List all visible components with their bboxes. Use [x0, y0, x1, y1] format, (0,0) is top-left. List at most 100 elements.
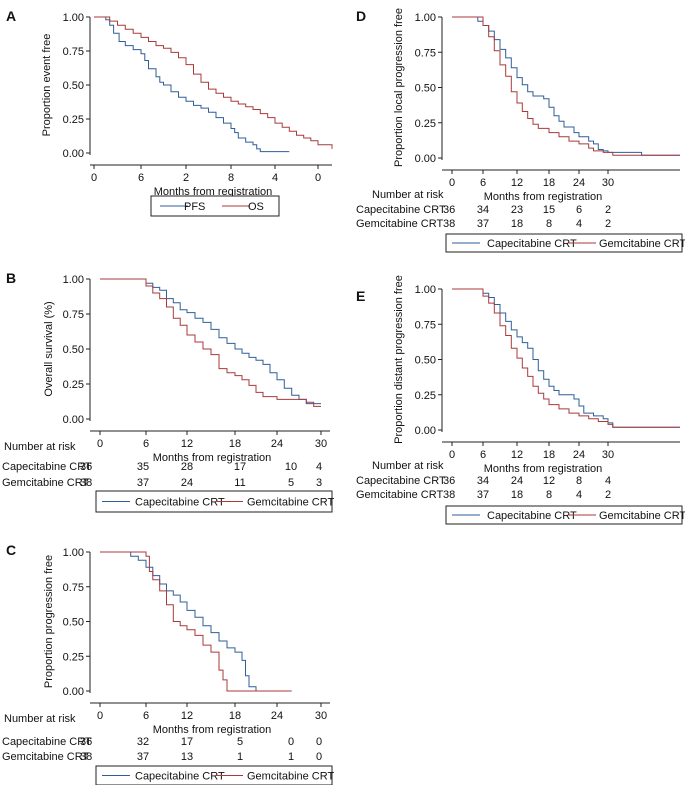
risk-value: 10 — [285, 461, 297, 473]
y-axis-label: Proportion progression free — [43, 555, 55, 688]
x-tick-label: 0 — [315, 172, 321, 184]
risk-row-label: Capecitabine CRT — [2, 736, 92, 748]
legend-label: Gemcitabine CRT — [599, 238, 685, 250]
risk-row-label: Gemcitabine CRT — [2, 751, 89, 763]
x-tick-label: 30 — [315, 438, 327, 450]
risk-value: 4 — [605, 475, 611, 487]
x-tick-label: 24 — [271, 710, 283, 722]
legend-label: OS — [248, 201, 264, 213]
risk-value: 4 — [316, 461, 322, 473]
risk-value: 2 — [605, 218, 611, 230]
series-line-blue — [100, 278, 321, 405]
x-axis-label: Months from registration — [153, 452, 272, 464]
legend-label: Capecitabine CRT — [487, 238, 577, 250]
risk-value: 35 — [137, 461, 149, 473]
risk-value: 0 — [316, 751, 322, 763]
x-tick-label: 18 — [543, 449, 555, 461]
risk-value: 24 — [181, 477, 193, 489]
risk-value: 37 — [477, 489, 489, 501]
y-axis-label: Proportion event free — [41, 34, 53, 137]
risk-value: 3 — [316, 477, 322, 489]
risk-value: 5 — [237, 736, 243, 748]
x-axis-label: Months from registration — [153, 724, 272, 736]
risk-table-title: Number at risk — [4, 441, 76, 453]
x-tick-label: 18 — [543, 177, 555, 189]
risk-value: 2 — [605, 489, 611, 501]
x-axis-label: Months from registration — [154, 186, 273, 198]
x-tick-label: 0 — [97, 710, 103, 722]
x-axis-label: Months from registration — [484, 463, 603, 475]
x-tick-label: 0 — [91, 172, 97, 184]
x-tick-label: 18 — [229, 710, 241, 722]
y-tick-label: 0.00 — [63, 414, 84, 426]
y-tick-label: 0.25 — [415, 390, 436, 402]
y-axis-label: Proportion distant progression free — [393, 275, 405, 444]
y-tick-label: 1.00 — [415, 284, 436, 296]
risk-value: 1 — [288, 751, 294, 763]
legend-label: PFS — [184, 201, 205, 213]
risk-row-label: Capecitabine CRT — [356, 204, 446, 216]
series-line-red — [100, 551, 292, 692]
risk-value: 2 — [605, 204, 611, 216]
x-tick-label: 0 — [449, 449, 455, 461]
y-tick-label: 0.00 — [63, 686, 84, 698]
x-tick-label: 6 — [480, 449, 486, 461]
y-tick-label: 0.25 — [63, 114, 84, 126]
risk-value: 5 — [288, 477, 294, 489]
panel-c: C 0.00 0.25 0.50 0.75 1.00 0 6 12 18 24 30 Months fr… — [2, 542, 334, 785]
legend-box — [95, 765, 333, 785]
x-tick-label: 24 — [573, 177, 585, 189]
risk-table-title: Number at risk — [372, 460, 444, 472]
risk-value: 1 — [237, 751, 243, 763]
risk-value: 36 — [80, 461, 92, 473]
series-line-red — [94, 16, 333, 149]
y-tick-label: 0.50 — [63, 80, 84, 92]
panel-label: B — [6, 270, 16, 286]
risk-value: 8 — [546, 489, 552, 501]
risk-row-label: Capecitabine CRT — [2, 461, 92, 473]
risk-value: 8 — [546, 218, 552, 230]
x-tick-label: 12 — [511, 177, 523, 189]
y-tick-label: 0.75 — [63, 46, 84, 58]
risk-value: 38 — [80, 477, 92, 489]
series-line-red — [452, 16, 680, 156]
risk-value: 0 — [288, 736, 294, 748]
risk-value: 13 — [181, 751, 193, 763]
series-line-red — [100, 278, 321, 407]
risk-row-label: Gemcitabine CRT — [356, 218, 443, 230]
series-line-blue — [94, 16, 290, 153]
risk-value: 12 — [543, 475, 555, 487]
x-axis-label: Months from registration — [484, 191, 603, 203]
x-tick-label: 2 — [183, 172, 189, 184]
x-tick-label: 6 — [480, 177, 486, 189]
risk-value: 17 — [181, 736, 193, 748]
risk-row-label: Gemcitabine CRT — [2, 477, 89, 489]
risk-value: 36 — [443, 204, 455, 216]
x-tick-label: 18 — [229, 438, 241, 450]
x-tick-label: 4 — [272, 172, 278, 184]
series-line-blue — [452, 288, 680, 428]
legend-box — [150, 195, 280, 217]
y-tick-label: 1.00 — [63, 547, 84, 559]
x-tick-label: 24 — [573, 449, 585, 461]
risk-row-label: Capecitabine CRT — [356, 475, 446, 487]
x-tick-label: 8 — [228, 172, 234, 184]
risk-table-title: Number at risk — [4, 713, 76, 725]
risk-value: 38 — [443, 489, 455, 501]
x-tick-label: 30 — [602, 177, 614, 189]
legend-label: Capecitabine CRT — [135, 497, 225, 509]
x-tick-label: 6 — [138, 172, 144, 184]
panel-label: C — [6, 542, 16, 558]
risk-value: 23 — [511, 204, 523, 216]
y-tick-label: 1.00 — [63, 274, 84, 286]
risk-table-title: Number at risk — [372, 189, 444, 201]
x-tick-label: 0 — [97, 438, 103, 450]
legend-box — [445, 233, 683, 253]
y-tick-label: 0.25 — [63, 651, 84, 663]
risk-value: 24 — [511, 475, 523, 487]
y-tick-label: 0.75 — [415, 319, 436, 331]
risk-value: 37 — [137, 751, 149, 763]
risk-value: 36 — [443, 475, 455, 487]
risk-row-label: Gemcitabine CRT — [356, 489, 443, 501]
